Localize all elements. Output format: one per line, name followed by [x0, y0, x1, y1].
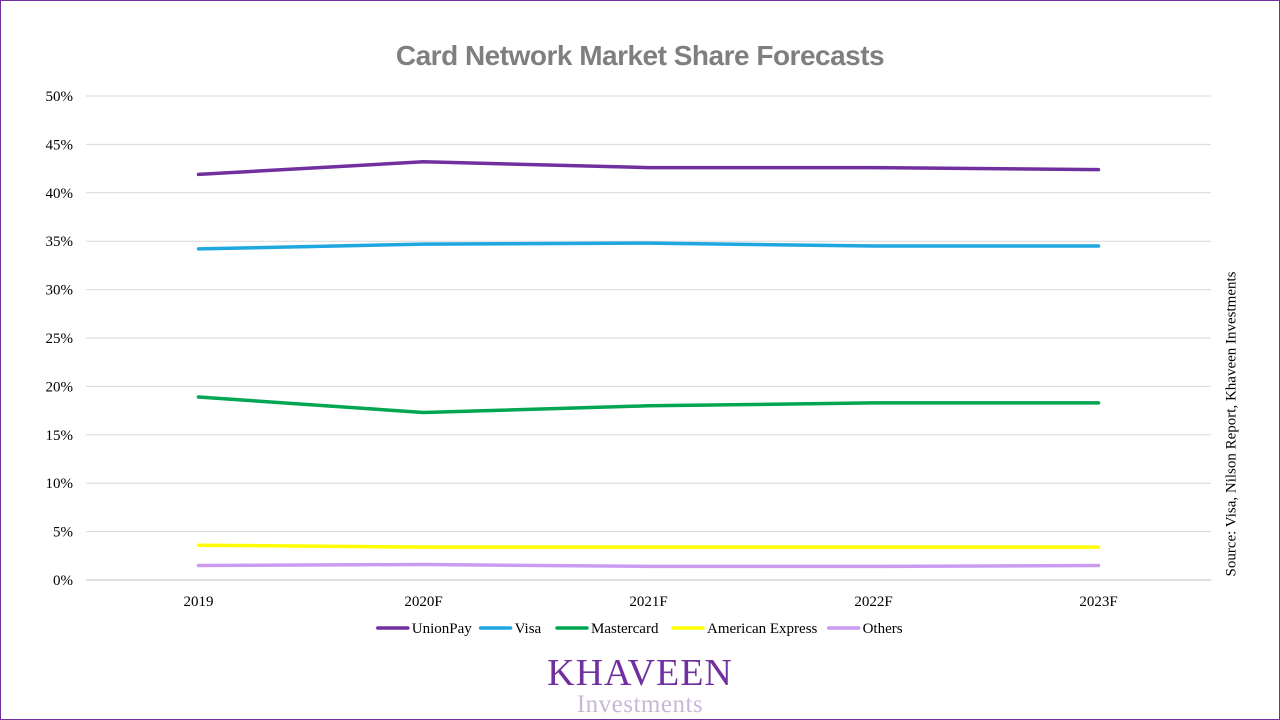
y-tick-label: 10% — [46, 476, 74, 492]
x-tick-label: 2023F — [1079, 594, 1117, 610]
y-tick-label: 45% — [46, 137, 74, 153]
y-tick-label: 30% — [46, 283, 74, 299]
legend-label: UnionPay — [412, 621, 473, 637]
legend: UnionPay Visa Mastercard American Express Ot… — [376, 621, 903, 637]
chart-title: Card Network Market Share Forecasts — [395, 40, 885, 71]
source-note: Source: Visa, Nilson Report, Khaveen Inv… — [1223, 271, 1240, 577]
legend-item-mastercard: Mastercard — [555, 621, 659, 637]
legend-item-visa: Visa — [478, 621, 542, 637]
series-line-others — [196, 562, 1101, 569]
legend-item-american-express: American Express — [671, 621, 818, 637]
x-tick-label: 2021F — [629, 594, 667, 610]
y-tick-label: 50% — [46, 89, 74, 105]
series-line-visa — [196, 241, 1101, 251]
y-axis-ticks: 0% 5% 10% 15% 20% 25% 30% 35% 40% 45% 50% — [46, 89, 74, 589]
y-tick-label: 15% — [46, 428, 74, 444]
legend-item-others: Others — [826, 621, 903, 637]
series-line-american-express — [196, 543, 1101, 549]
series-lines — [196, 160, 1101, 569]
series-line-unionpay — [196, 160, 1101, 177]
y-tick-label: 35% — [46, 234, 74, 250]
x-axis-ticks: 2019 2020F 2021F 2022F 2023F — [184, 594, 1118, 610]
y-tick-label: 5% — [53, 525, 73, 541]
legend-label: American Express — [707, 621, 818, 637]
brand-tagline: Investments — [576, 691, 704, 718]
x-tick-label: 2020F — [404, 594, 442, 610]
legend-label: Mastercard — [591, 621, 659, 637]
series-line-mastercard — [196, 395, 1101, 415]
legend-label: Visa — [515, 621, 542, 637]
x-tick-label: 2022F — [854, 594, 892, 610]
gridlines — [86, 95, 1211, 581]
legend-item-unionpay: UnionPay — [376, 621, 473, 637]
y-tick-label: 20% — [46, 379, 74, 395]
y-tick-label: 0% — [53, 573, 73, 589]
y-tick-label: 25% — [46, 331, 74, 347]
x-tick-label: 2019 — [184, 594, 214, 610]
legend-label: Others — [863, 621, 903, 637]
brand-logo: KHAVEEN — [547, 652, 733, 694]
y-tick-label: 40% — [46, 186, 74, 202]
